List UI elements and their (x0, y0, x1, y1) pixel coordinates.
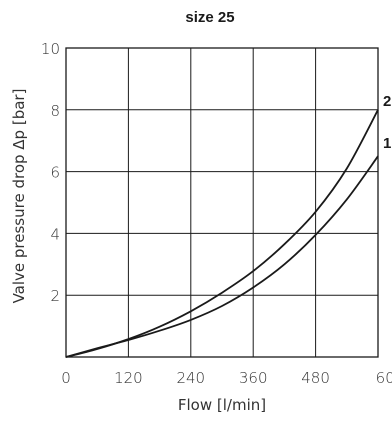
y-tick-label-10: 10 (41, 40, 60, 58)
y-axis-label: Valve pressure drop Δp [bar] (10, 89, 28, 304)
grid-lines (65, 47, 379, 357)
plot-frame (65, 47, 379, 358)
y-tick-label-2: 2 (50, 287, 60, 305)
y-tick-labels: 2 4 6 8 10 (41, 40, 60, 305)
x-tick-label-360: 360 (239, 369, 268, 387)
curves (65, 109, 379, 358)
x-tick-label-120: 120 (114, 369, 143, 387)
series-label-2: 2 (383, 93, 391, 110)
x-tick-label-240: 240 (176, 369, 205, 387)
x-tick-label-480: 480 (301, 369, 330, 387)
series-labels: 21 (383, 93, 391, 152)
y-tick-label-6: 6 (50, 164, 60, 182)
x-axis-label: Flow [l/min] (178, 396, 266, 414)
x-tick-label-600: 600 (376, 369, 392, 387)
y-tick-label-4: 4 (50, 225, 60, 243)
curve-series-1 (65, 155, 379, 358)
x-tick-label-0: 0 (61, 369, 71, 387)
series-label-1: 1 (383, 135, 391, 152)
x-tick-labels: 0 120 240 360 480 600 (61, 369, 392, 387)
y-tick-label-8: 8 (50, 102, 60, 120)
chart-title: size 25 (185, 9, 234, 26)
